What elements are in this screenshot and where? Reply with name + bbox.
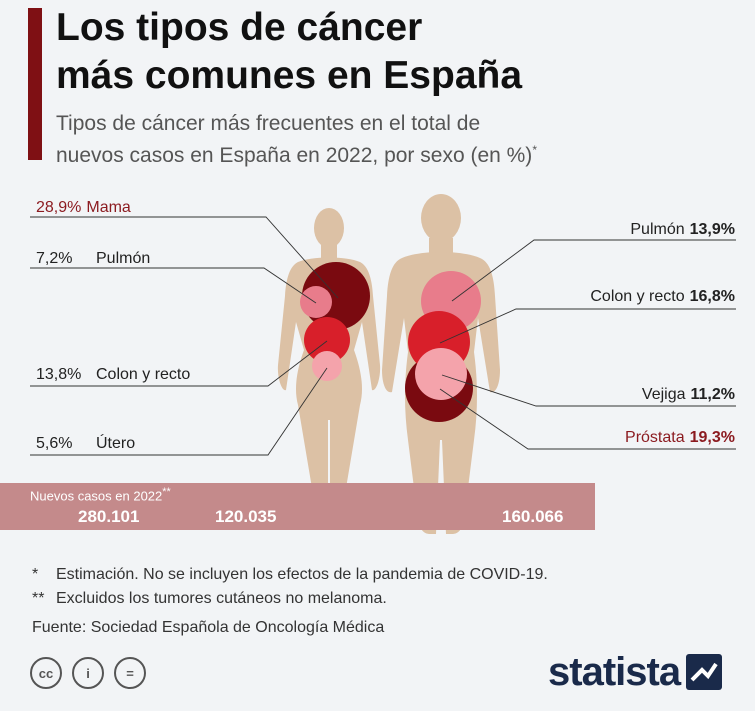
leader-m-prostata <box>439 388 736 450</box>
label-m-colon: Colon y recto 16,8% <box>590 288 735 305</box>
new-cases-band: Nuevos casos en 2022** 280.101 120.035 1… <box>0 483 595 530</box>
license-icons: cc i = <box>30 657 146 689</box>
subtitle: Tipos de cáncer más frecuentes en el tot… <box>56 110 696 169</box>
source: Fuente: Sociedad Española de Oncología M… <box>32 619 385 636</box>
leader-m-vejiga <box>441 374 736 407</box>
cc-icon[interactable]: cc <box>30 657 62 689</box>
leader-f-colon <box>30 340 328 387</box>
bubble-m-vejiga <box>415 348 467 400</box>
statista-logo[interactable]: statista <box>548 650 723 694</box>
bubble-f-colon <box>304 317 350 363</box>
label-f-mama: 28,9% Mama <box>36 199 131 216</box>
bubble-f-utero <box>312 351 342 381</box>
title-line-1: Los tipos de cáncer <box>56 6 423 49</box>
subtitle-line-2: nuevos casos en España en 2022, por sexo… <box>56 143 537 167</box>
attribution-icon[interactable]: i <box>72 657 104 689</box>
leader-f-mama <box>30 216 339 299</box>
label-m-prostata: Próstata 19,3% <box>625 429 735 446</box>
new-cases-male: 160.066 <box>502 507 564 526</box>
title-line-2: más comunes en España <box>56 54 523 97</box>
new-cases-mark: ** <box>162 486 171 498</box>
footnote-1: * Estimación. No se incluyen los efectos … <box>32 566 548 583</box>
leader-f-pulmon <box>30 267 317 304</box>
leader-m-colon <box>439 308 736 344</box>
subtitle-mark: * <box>532 143 537 157</box>
subtitle-line-1: Tipos de cáncer más frecuentes en el tot… <box>56 112 481 135</box>
label-f-colon: 13,8% Colon y recto <box>36 366 190 383</box>
statista-logo-icon <box>686 654 723 690</box>
new-cases-total: 280.101 <box>78 507 140 526</box>
bubble-f-pulmon <box>300 286 332 318</box>
footnotes: * Estimación. No se incluyen los efectos … <box>32 563 732 640</box>
page-title: Los tipos de cáncer más comunes en Españ… <box>56 4 736 100</box>
leader-m-pulmon <box>451 239 736 302</box>
leader-f-utero <box>30 367 328 456</box>
new-cases-label: Nuevos casos en 2022** <box>30 486 171 504</box>
statista-wordmark: statista <box>548 650 681 694</box>
label-m-pulmon: Pulmón 13,9% <box>630 221 735 238</box>
footnote-2: ** Excluidos los tumores cutáneos no mela… <box>32 590 387 607</box>
label-f-utero: 5,6% Útero <box>36 433 135 452</box>
new-cases-female: 120.035 <box>215 507 277 526</box>
leader-lines <box>30 216 736 456</box>
accent-bar <box>28 8 42 160</box>
label-f-pulmon: 7,2% Pulmón <box>36 250 150 267</box>
female-silhouette <box>277 208 381 528</box>
no-derivatives-icon[interactable]: = <box>114 657 146 689</box>
label-m-vejiga: Vejiga 11,2% <box>642 386 735 403</box>
